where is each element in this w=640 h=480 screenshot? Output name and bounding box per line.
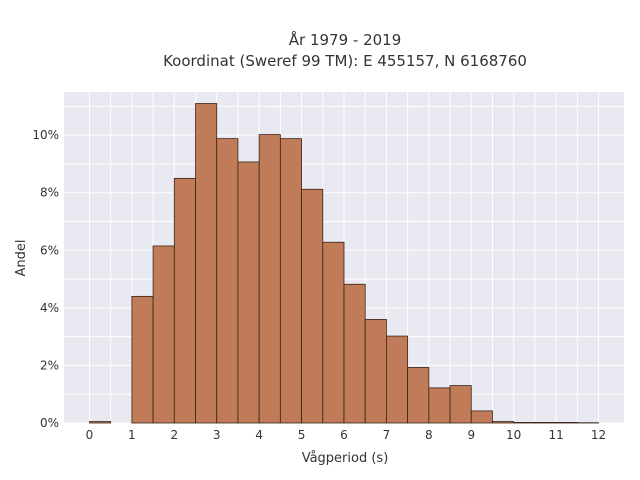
x-tick-label: 3	[213, 428, 221, 442]
histogram-bar	[216, 138, 239, 424]
histogram-bar	[152, 245, 175, 424]
y-tick-label: 4%	[40, 301, 59, 315]
x-tick-label: 9	[467, 428, 475, 442]
histogram-bar	[195, 103, 218, 424]
chart-subtitle: Koordinat (Sweref 99 TM): E 455157, N 61…	[163, 52, 527, 70]
y-axis-ticks: 0% 2% 4% 6% 8% 10%	[32, 128, 59, 430]
histogram-bar	[534, 422, 557, 424]
histogram-bar	[555, 422, 578, 424]
histogram-bar	[492, 421, 515, 424]
histogram-bar	[470, 410, 493, 424]
histogram-bar	[343, 283, 366, 424]
x-axis-label: Vågperiod (s)	[302, 451, 389, 466]
x-tick-label: 8	[425, 428, 433, 442]
histogram-bar	[279, 138, 302, 424]
histogram-bar	[364, 318, 387, 424]
histogram-bar	[258, 134, 281, 424]
histogram-bar	[131, 295, 154, 424]
histogram-bar	[513, 422, 536, 424]
histogram-bar	[173, 177, 196, 424]
x-tick-label: 5	[298, 428, 306, 442]
histogram-bar	[428, 387, 451, 424]
y-tick-label: 6%	[40, 243, 59, 257]
x-axis-ticks: 0 1 2 3 4 5 6 7 8 9 10 11 12	[86, 428, 607, 442]
x-tick-label: 4	[255, 428, 263, 442]
histogram-bar	[89, 421, 112, 424]
y-tick-label: 0%	[40, 416, 59, 430]
chart-title: År 1979 - 2019	[289, 30, 402, 49]
x-tick-label: 0	[86, 428, 94, 442]
x-tick-label: 11	[548, 428, 563, 442]
x-tick-label: 6	[340, 428, 348, 442]
y-tick-label: 2%	[40, 358, 59, 372]
histogram-bar	[407, 367, 430, 424]
y-axis-label: Andel	[14, 240, 29, 277]
y-tick-label: 8%	[40, 186, 59, 200]
histogram-bar	[237, 161, 260, 424]
x-tick-label: 12	[591, 428, 606, 442]
histogram-bar	[301, 188, 324, 424]
histogram-bar	[386, 335, 409, 424]
x-tick-label: 1	[128, 428, 136, 442]
x-tick-label: 2	[170, 428, 178, 442]
y-tick-label: 10%	[32, 128, 59, 142]
histogram-bar	[322, 241, 345, 424]
histogram-bars	[89, 103, 599, 424]
x-tick-label: 7	[383, 428, 391, 442]
histogram-bar	[449, 385, 472, 424]
x-tick-label: 10	[506, 428, 521, 442]
